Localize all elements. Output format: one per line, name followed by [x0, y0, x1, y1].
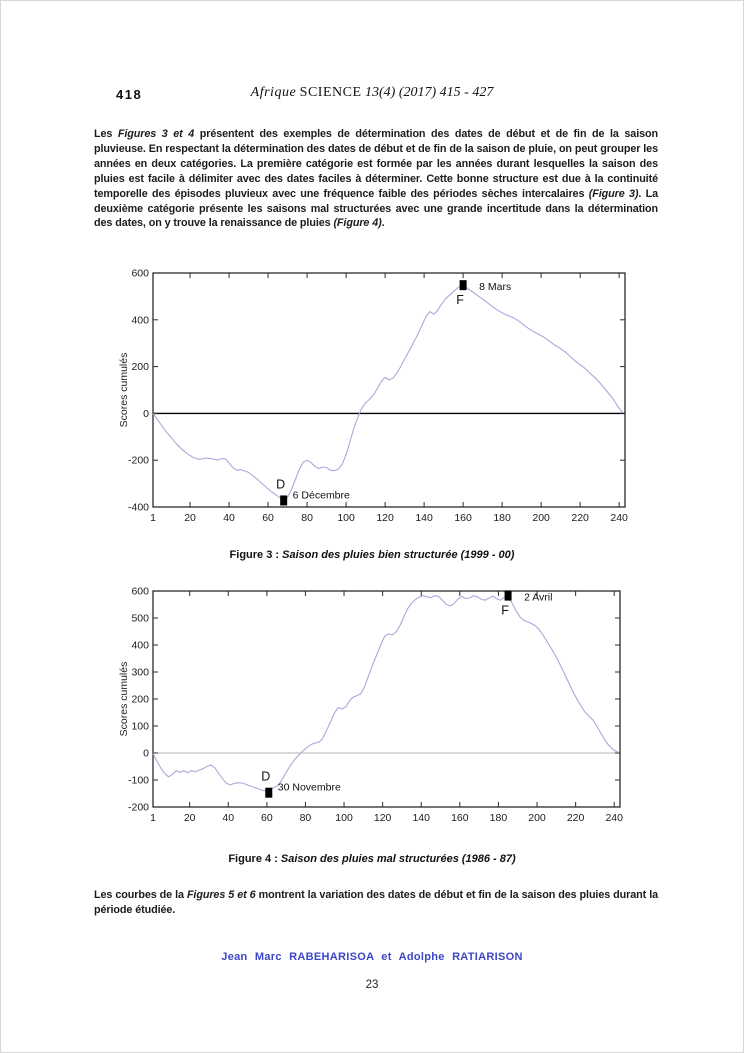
- axes-box: [152, 272, 626, 508]
- x-tick-label: 60: [262, 512, 274, 524]
- y-tick-label: 500: [131, 613, 149, 625]
- body-text: montrent la variation des dates de début…: [94, 889, 658, 916]
- footer-page-number: 23: [365, 979, 379, 991]
- cumulative-score-curve: [152, 595, 619, 792]
- marker-date-annotation: 2 Avril: [524, 592, 552, 604]
- y-tick-label: 400: [131, 640, 149, 652]
- y-tick-label: 200: [131, 694, 149, 706]
- y-tick-label: 0: [143, 748, 149, 760]
- figure3-caption-label: Figure 3 :: [229, 549, 280, 561]
- journal-title-science: SCIENCE: [299, 85, 362, 100]
- x-tick-label: 1: [150, 812, 156, 824]
- x-tick-label: 240: [610, 512, 628, 524]
- x-tick-label: 140: [415, 512, 433, 524]
- x-tick-label: 160: [451, 812, 469, 824]
- x-tick-label: 20: [184, 512, 196, 524]
- figure-reference: (Figure 3): [588, 187, 639, 200]
- marker-date-annotation: 30 Novembre: [278, 782, 341, 794]
- y-tick-label: -400: [128, 502, 149, 514]
- journal-header: Afrique SCIENCE 13(4) (2017) 415 - 427: [1, 85, 743, 101]
- y-tick-label: -200: [128, 455, 149, 467]
- y-tick-label: -100: [128, 775, 149, 787]
- y-tick-label: 300: [131, 667, 149, 679]
- y-tick-label: 600: [131, 268, 149, 280]
- x-tick-label: 80: [300, 812, 312, 824]
- x-tick-label: 200: [528, 812, 546, 824]
- x-tick-label: 120: [374, 812, 392, 824]
- figure4-caption-text: Saison des pluies mal structurées (1986 …: [280, 853, 516, 865]
- marker-letter: F: [501, 604, 509, 618]
- marker-letter: F: [456, 293, 464, 307]
- y-tick-label: 400: [131, 314, 149, 326]
- x-tick-label: 80: [301, 512, 313, 524]
- y-tick-label: 0: [143, 408, 149, 420]
- figure4-caption: Figure 4 : Saison des pluies mal structu…: [1, 853, 743, 865]
- season-date-marker: [504, 590, 512, 601]
- figure-reference: Figures 3 et 4: [117, 128, 195, 140]
- figure-reference: (Figure 4): [333, 217, 382, 230]
- figure4-chart: 1 20 40 60 80 100 120 140 160 180 200 220 240-200-10…: [118, 586, 623, 825]
- figure4-caption-label: Figure 4 :: [228, 853, 278, 865]
- x-tick-label: 40: [222, 812, 234, 824]
- footer-authors: Jean Marc RABEHARISOA et Adolphe RATIARI…: [221, 951, 523, 963]
- x-tick-label: 1: [150, 512, 156, 524]
- x-tick-label: 40: [223, 512, 235, 524]
- x-tick-label: 100: [335, 812, 353, 824]
- marker-date-annotation: 8 Mars: [479, 281, 511, 293]
- y-tick-label: 600: [131, 586, 149, 598]
- season-date-marker: [265, 787, 273, 798]
- body-text: .: [381, 217, 385, 230]
- y-tick-label: 100: [131, 721, 149, 733]
- x-tick-label: 180: [493, 512, 511, 524]
- y-axis-label: Scores cumulés: [118, 353, 130, 428]
- figure3-chart: 1 20 40 60 80 100 120 140 160 180 200 220 240-400-20…: [118, 268, 628, 525]
- figure-reference: Figures 5 et 6: [186, 889, 256, 901]
- x-tick-label: 220: [567, 812, 585, 824]
- x-tick-label: 60: [261, 812, 273, 824]
- x-tick-label: 180: [490, 812, 508, 824]
- y-axis-label: Scores cumulés: [118, 662, 130, 737]
- figure3-caption: Figure 3 : Saison des pluies bien struct…: [1, 549, 743, 561]
- body-paragraph-1: Les Figures 3 et 4 présentent des exempl…: [94, 127, 658, 231]
- marker-letter: D: [276, 477, 285, 491]
- season-date-marker: [280, 495, 288, 506]
- figure3-caption-text: Saison des pluies bien structurée (1999 …: [282, 549, 515, 561]
- marker-letter: D: [261, 770, 270, 784]
- x-tick-label: 160: [454, 512, 472, 524]
- x-tick-label: 240: [605, 812, 623, 824]
- x-tick-label: 140: [412, 812, 430, 824]
- header-page-number: 418: [116, 87, 143, 102]
- body-text: . La deuxième catégorie présente les sai…: [94, 187, 659, 230]
- season-date-marker: [459, 280, 467, 291]
- journal-issue-info: 13(4) (2017) 415 - 427: [365, 85, 494, 100]
- x-tick-label: 20: [184, 812, 196, 824]
- body-text: Les courbes de la: [94, 889, 187, 901]
- cumulative-score-curve: [152, 285, 624, 501]
- x-tick-label: 220: [571, 512, 589, 524]
- x-tick-label: 200: [532, 512, 550, 524]
- body-paragraph-2: Les courbes de la Figures 5 et 6 montren…: [94, 888, 658, 918]
- x-tick-label: 120: [376, 512, 394, 524]
- body-text: Les: [94, 128, 118, 140]
- y-tick-label: 200: [131, 361, 149, 373]
- x-tick-label: 100: [337, 512, 355, 524]
- journal-title-afrique: Afrique: [250, 85, 297, 100]
- marker-date-annotation: 6 Décembre: [293, 489, 350, 501]
- body-text: présentent des exemples de détermination…: [94, 128, 658, 200]
- y-tick-label: -200: [128, 802, 149, 814]
- axes-box: [152, 590, 621, 808]
